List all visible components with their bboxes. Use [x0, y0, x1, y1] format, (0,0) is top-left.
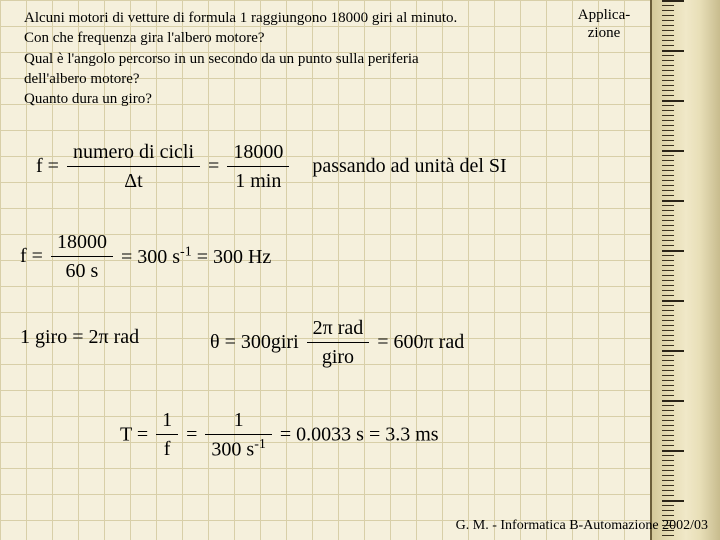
equation-frequency-definition: f = numero di cicli Δt = 18000 1 min pas…: [36, 140, 507, 193]
eq4-frac-den: giro: [307, 343, 370, 369]
eq1-frac1: numero di cicli Δt: [67, 140, 200, 193]
eq2-res-exp: -1: [180, 244, 192, 259]
question-line-3: Qual è l'angolo percorso in un secondo d…: [24, 51, 419, 67]
eq5-frac2-den-exp: -1: [254, 437, 266, 452]
eq2-res-a: 300 s: [137, 246, 180, 268]
eq1-lhs: f: [36, 155, 43, 177]
label-line-1: Applica-: [578, 7, 630, 23]
question-line-5: Quanto dura un giro?: [24, 91, 152, 107]
eq4-rhs: = 600π rad: [377, 331, 464, 353]
eq2-frac-num: 18000: [51, 230, 113, 257]
eq5-frac2: 1 300 s-1: [205, 408, 271, 462]
equation-giro-rad: 1 giro = 2π rad: [20, 326, 139, 349]
applicazione-label: Applica- zione: [572, 6, 636, 42]
eq5-frac1-num: 1: [156, 408, 178, 435]
eq5-frac1: 1 f: [156, 408, 178, 461]
question-line-4: dell'albero motore?: [24, 71, 140, 87]
equation-frequency-value: f = 18000 60 s = 300 s-1 = 300 Hz: [20, 230, 271, 283]
eq2-lhs: f: [20, 245, 27, 267]
eq5-lhs: T =: [120, 423, 148, 445]
eq2-frac: 18000 60 s: [51, 230, 113, 283]
ruler-decoration: [650, 0, 720, 540]
eq2-res-b: 300 Hz: [213, 246, 271, 268]
eq4-frac-num: 2π rad: [307, 316, 370, 343]
eq5-frac2-num: 1: [205, 408, 271, 435]
eq5-frac1-den: f: [156, 435, 178, 461]
eq1-tail: passando ad unità del SI: [312, 155, 506, 177]
eq1-frac2-den: 1 min: [227, 167, 289, 193]
equation-period: T = 1 f = 1 300 s-1 = 0.0033 s = 3.3 ms: [120, 408, 439, 462]
eq1-frac2-num: 18000: [227, 140, 289, 167]
eq2-frac-den: 60 s: [51, 257, 113, 283]
label-line-2: zione: [588, 25, 620, 41]
equation-theta: θ = 300giri 2π rad giro = 600π rad: [210, 316, 464, 369]
eq4-frac: 2π rad giro: [307, 316, 370, 369]
eq4-lhs: θ = 300giri: [210, 331, 299, 353]
question-line-1: Alcuni motori di vetture di formula 1 ra…: [24, 10, 457, 26]
eq3-text: 1 giro = 2π rad: [20, 326, 139, 348]
footer-credit: G. M. - Informatica B-Automazione 2002/0…: [456, 518, 708, 534]
eq5-frac2-den-a: 300 s: [211, 439, 254, 461]
question-line-2: Con che frequenza gira l'albero motore?: [24, 30, 265, 46]
eq1-frac2: 18000 1 min: [227, 140, 289, 193]
eq1-frac1-num: numero di cicli: [67, 140, 200, 167]
eq1-frac1-den: Δt: [67, 167, 200, 193]
question-text: Alcuni motori di vetture di formula 1 ra…: [24, 8, 544, 109]
eq5-rhs: = 0.0033 s = 3.3 ms: [280, 423, 439, 445]
